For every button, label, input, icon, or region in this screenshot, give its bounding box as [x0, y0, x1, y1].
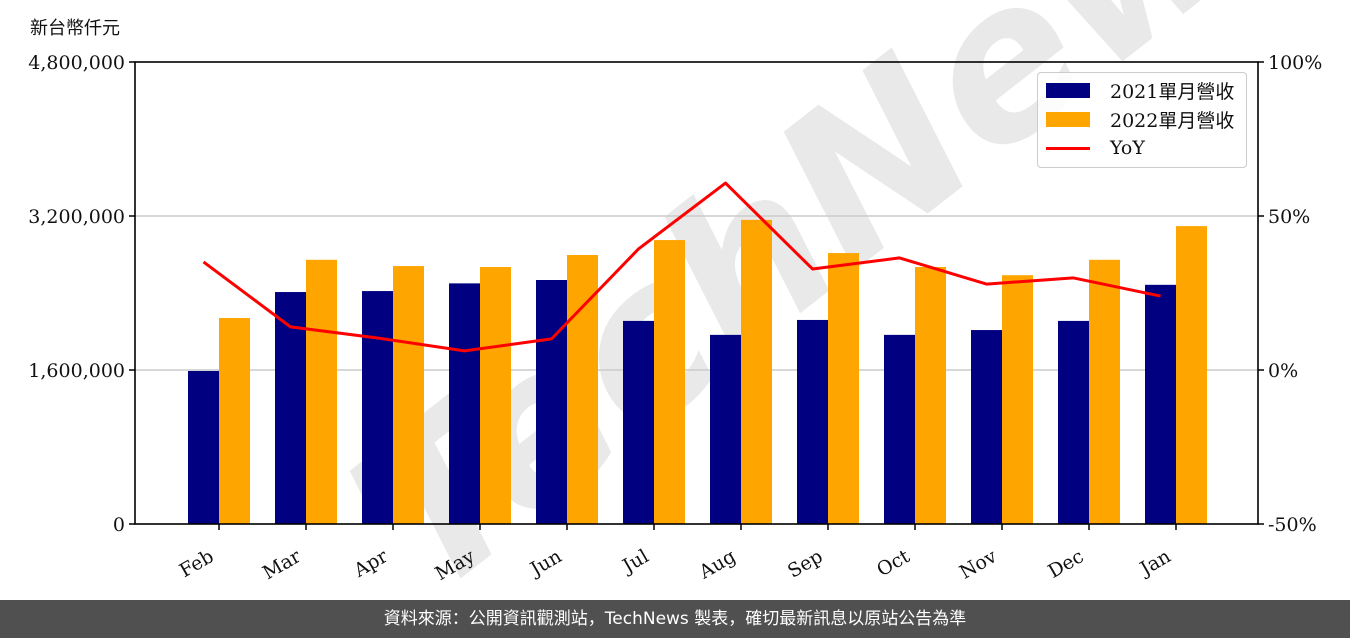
legend-item-2021: 2021單月營收: [1046, 78, 1235, 103]
chart-plot: TechNews 01,600,0003,200,0004,800,000-50…: [28, 0, 1350, 600]
y-tick-label: 3,200,000: [28, 206, 125, 228]
x-tick-label: Nov: [956, 545, 1001, 584]
x-tick-label: Aug: [695, 545, 740, 584]
legend-swatch-2021: [1046, 82, 1090, 98]
x-tick-label: Feb: [176, 545, 218, 582]
y2-tick-label: 0%: [1268, 360, 1298, 382]
yoy-polyline: [202, 181, 1161, 353]
x-tick-label: Sep: [784, 545, 827, 582]
bar-2022: [1089, 259, 1120, 524]
bar-2021: [623, 320, 654, 524]
x-tick-label: Dec: [1044, 545, 1087, 583]
bar-2021: [1058, 320, 1089, 524]
y2-tick-label: -50%: [1268, 514, 1317, 536]
legend-item-yoy: YoY: [1046, 136, 1145, 160]
legend: 2021單月營收 2022單月營收 YoY: [1037, 72, 1247, 168]
bar-2021: [449, 283, 480, 524]
y-tick-label: 4,800,000: [28, 52, 125, 74]
bar-2022: [915, 267, 946, 524]
bar-2022: [741, 219, 772, 524]
bar-2021: [1145, 284, 1176, 524]
bar-2021: [536, 280, 567, 524]
bar-2022: [219, 318, 250, 524]
bar-2022: [306, 259, 337, 524]
yoy-line: [202, 181, 1161, 353]
bar-2021: [971, 330, 1002, 524]
x-tick-label: Jul: [617, 545, 652, 578]
legend-label: 2021單月營收: [1110, 80, 1235, 103]
bar-2022: [567, 254, 598, 524]
source-footer: 資料來源：公開資訊觀測站，TechNews 製表，確切最新訊息以原站公告為準: [0, 600, 1350, 638]
legend-line-yoy: [1046, 146, 1090, 150]
y2-tick-label: 100%: [1268, 52, 1322, 74]
y-tick-label: 0: [113, 514, 125, 536]
bar-2021: [188, 370, 219, 524]
y-tick-label: 1,600,000: [28, 360, 125, 382]
bar-2022: [480, 267, 511, 524]
legend-label: 2022單月營收: [1110, 109, 1235, 132]
legend-item-2022: 2022單月營收: [1046, 107, 1235, 132]
x-tick-label: Apr: [349, 545, 392, 582]
x-tick-label: Jan: [1135, 545, 1175, 581]
bar-2021: [710, 334, 741, 524]
bar-2021: [797, 319, 828, 524]
bar-2022: [828, 253, 859, 524]
y-axis-unit-label: 新台幣仟元: [30, 18, 120, 39]
legend-label: YoY: [1110, 137, 1145, 159]
bar-2022: [1002, 275, 1033, 524]
bar-2021: [275, 292, 306, 524]
bar-2022: [393, 266, 424, 524]
y2-tick-label: 50%: [1268, 206, 1310, 228]
bar-2021: [362, 291, 393, 524]
x-tick-label: Mar: [259, 545, 305, 584]
x-tick-label: Oct: [873, 545, 914, 581]
bar-2022: [654, 240, 685, 524]
bar-2021: [884, 334, 915, 524]
bar-series: [188, 219, 1207, 524]
bar-2022: [1176, 226, 1207, 524]
legend-swatch-2022: [1046, 111, 1090, 127]
